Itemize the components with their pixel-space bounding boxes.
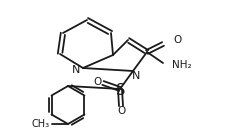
Text: S: S bbox=[116, 83, 126, 97]
Text: CH₃: CH₃ bbox=[32, 119, 50, 129]
Text: O: O bbox=[173, 35, 181, 45]
Text: O: O bbox=[94, 77, 102, 87]
Text: N: N bbox=[132, 71, 140, 81]
Text: N: N bbox=[72, 65, 80, 75]
Text: O: O bbox=[118, 106, 126, 116]
Text: NH₂: NH₂ bbox=[172, 60, 192, 70]
